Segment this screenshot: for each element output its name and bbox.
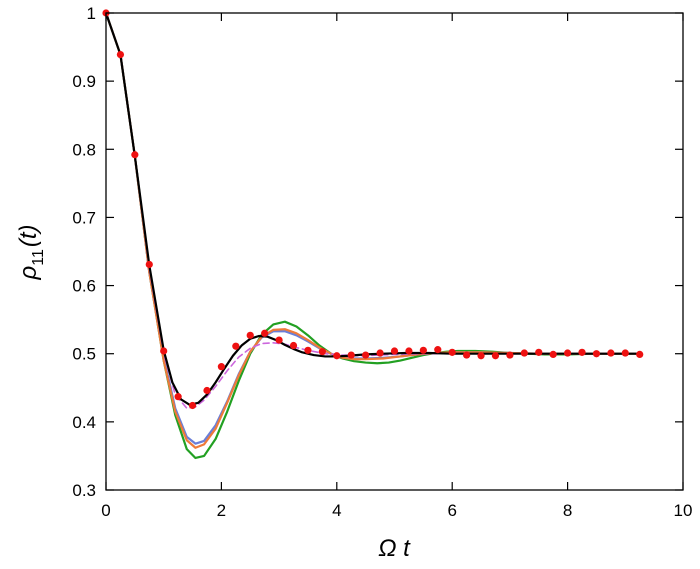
y-axis-label-subscript: 11 [30, 249, 47, 266]
data-point [491, 352, 500, 360]
data-point [520, 349, 528, 357]
data-point [246, 331, 254, 339]
data-point [261, 329, 269, 337]
y-tick-label: 0.7 [72, 208, 96, 227]
data-point [318, 348, 326, 356]
series-line [104, 11, 641, 449]
data-point [477, 352, 485, 360]
data-point [549, 350, 557, 358]
tick-labels-layer: 0 2 4 6 8 10 0.3 0.4 0.5 0.6 0.7 0.8 0.9 1 [72, 4, 692, 520]
data-point [564, 349, 572, 357]
data-point [578, 348, 586, 356]
y-tick-label: 0.9 [72, 72, 96, 91]
y-tick-label: 0.5 [72, 345, 96, 364]
y-axis-label-symbol: ρ [15, 266, 42, 281]
y-axis-label: ρ11 (t) [15, 224, 47, 280]
data-point [636, 350, 644, 358]
data-point [232, 342, 240, 350]
data-point [506, 351, 514, 359]
data-point [405, 347, 413, 355]
x-tick-label: 2 [217, 501, 226, 520]
y-tick-label: 0.6 [72, 277, 96, 296]
data-point [434, 346, 442, 354]
data-point [448, 348, 456, 356]
plot-frame [105, 12, 684, 491]
data-point [347, 351, 355, 359]
data-point [203, 386, 211, 395]
data-point [217, 363, 225, 371]
data-point [289, 341, 298, 350]
data-point [304, 346, 312, 354]
data-point [188, 401, 197, 410]
y-tick-label: 1 [87, 4, 96, 23]
y-tick-label: 0.8 [72, 140, 96, 159]
series-layer [102, 9, 644, 460]
data-point [174, 393, 182, 401]
y-tick-label: 0.4 [72, 413, 96, 432]
data-point [160, 347, 168, 355]
y-axis-label-argument: (t) [15, 224, 42, 247]
data-point [621, 349, 629, 357]
x-tick-label: 6 [447, 501, 456, 520]
data-point [275, 336, 283, 344]
data-point [607, 349, 615, 357]
x-axis-label: Ω t [378, 535, 411, 562]
data-point [145, 260, 153, 269]
data-point [116, 50, 125, 59]
data-point [362, 351, 370, 359]
data-point [419, 346, 427, 354]
x-tick-label: 4 [332, 501, 341, 520]
data-point [131, 151, 139, 159]
data-point [463, 351, 471, 359]
data-point [535, 348, 543, 356]
x-tick-label: 8 [563, 501, 572, 520]
x-tick-label: 0 [101, 501, 110, 520]
data-point [376, 349, 384, 357]
data-point [390, 347, 399, 355]
data-point [333, 352, 341, 360]
data-point [592, 350, 601, 358]
x-tick-label: 10 [674, 501, 693, 520]
y-tick-label: 0.3 [72, 481, 96, 500]
